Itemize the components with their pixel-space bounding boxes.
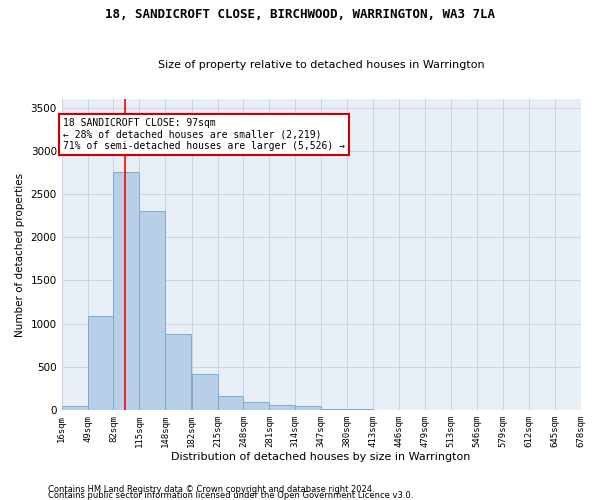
Title: Size of property relative to detached houses in Warrington: Size of property relative to detached ho… — [158, 60, 484, 70]
Bar — [62, 406, 88, 410]
Bar — [113, 172, 139, 410]
Text: 18, SANDICROFT CLOSE, BIRCHWOOD, WARRINGTON, WA3 7LA: 18, SANDICROFT CLOSE, BIRCHWOOD, WARRING… — [105, 8, 495, 20]
Bar — [88, 316, 113, 410]
Bar — [295, 406, 321, 410]
Bar — [321, 408, 347, 410]
Bar — [244, 402, 269, 410]
Y-axis label: Number of detached properties: Number of detached properties — [15, 172, 25, 336]
Bar — [269, 405, 295, 410]
Text: Contains HM Land Registry data © Crown copyright and database right 2024.: Contains HM Land Registry data © Crown c… — [48, 485, 374, 494]
Bar — [139, 212, 165, 410]
Bar — [165, 334, 191, 410]
Text: 18 SANDICROFT CLOSE: 97sqm
← 28% of detached houses are smaller (2,219)
71% of s: 18 SANDICROFT CLOSE: 97sqm ← 28% of deta… — [63, 118, 345, 151]
Text: Contains public sector information licensed under the Open Government Licence v3: Contains public sector information licen… — [48, 491, 413, 500]
X-axis label: Distribution of detached houses by size in Warrington: Distribution of detached houses by size … — [172, 452, 471, 462]
Bar — [218, 396, 244, 410]
Bar — [192, 374, 218, 410]
